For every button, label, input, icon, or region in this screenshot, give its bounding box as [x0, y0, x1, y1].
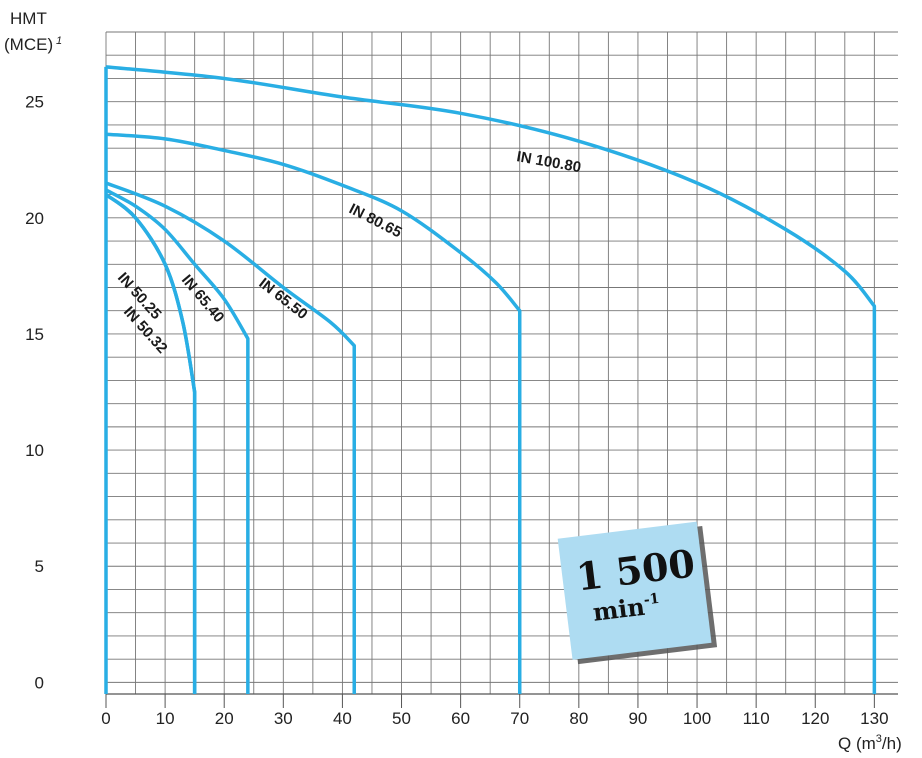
- y-tick-label: 0: [35, 673, 44, 692]
- x-tick-label: 50: [392, 709, 411, 728]
- y-tick-label: 20: [25, 209, 44, 228]
- y-tick-label: 25: [25, 93, 44, 112]
- y-tick-label: 10: [25, 441, 44, 460]
- x-tick-label: 10: [156, 709, 175, 728]
- curve-in-100-80: [105, 65, 877, 694]
- y-axis-title-line1: HMT: [10, 9, 47, 28]
- curve-in-80-65: [105, 132, 522, 694]
- x-tick-label: 120: [801, 709, 829, 728]
- x-tick-label: 80: [569, 709, 588, 728]
- x-tick-label: 110: [743, 709, 770, 728]
- curve-in-50-25: [104, 193, 197, 694]
- x-tick-label: 60: [451, 709, 470, 728]
- speed-badge-background: [557, 521, 712, 660]
- y-tick-label: 5: [35, 557, 44, 576]
- x-tick-label: 0: [101, 709, 110, 728]
- curve-in-65-40: [105, 188, 250, 694]
- speed-badge: 1 500 min-1: [557, 521, 718, 665]
- x-tick-label: 70: [510, 709, 529, 728]
- x-tick-label: 90: [628, 709, 647, 728]
- speed-badge-unit: min-1: [591, 590, 662, 627]
- curve-label-in-100-80: IN 100.80: [515, 148, 582, 176]
- x-tick-label: 40: [333, 709, 352, 728]
- x-tick-label: 100: [683, 709, 711, 728]
- y-tick-label: 15: [25, 325, 44, 344]
- x-tick-label: 130: [860, 709, 888, 728]
- curve-in-65-50: [105, 181, 356, 694]
- tick-labels: 0 10 20 30 40 50 60 70 80 90 100 110 120 130 0 5 10 15 20 2…: [25, 93, 888, 728]
- x-tick-label: 30: [274, 709, 293, 728]
- x-axis-title: Q (m3/h): [838, 733, 902, 753]
- x-tick-label: 20: [215, 709, 234, 728]
- curve-label-in-65-40: IN 65.40: [178, 272, 227, 326]
- y-axis-title-superscript: 1: [56, 35, 62, 47]
- y-axis-title-line2: (MCE): [4, 35, 53, 54]
- curves: [104, 65, 877, 694]
- grid: [105, 31, 898, 695]
- curve-in-50-32: [104, 193, 197, 694]
